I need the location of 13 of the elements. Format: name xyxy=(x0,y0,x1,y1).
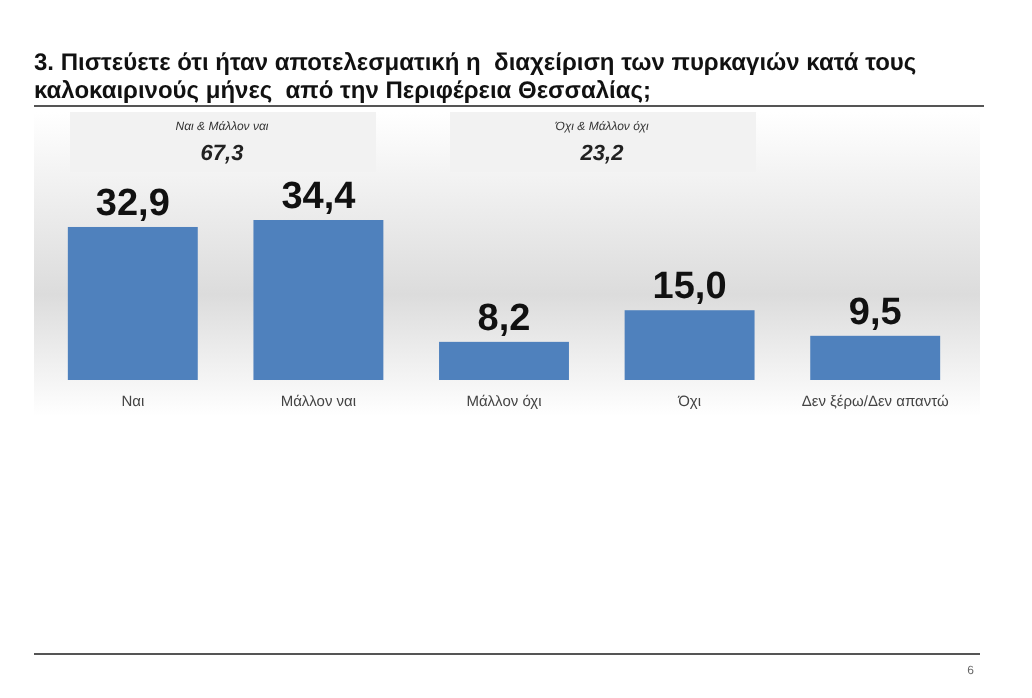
data-label: 15,0 xyxy=(652,266,727,309)
data-label: 32,9 xyxy=(95,182,170,225)
data-label: 9,5 xyxy=(848,291,903,334)
bar xyxy=(253,220,384,380)
bar xyxy=(439,341,569,380)
data-label: 8,2 xyxy=(477,297,531,340)
data-label: 34,4 xyxy=(281,176,357,218)
bar xyxy=(624,310,755,380)
text: 23,2 xyxy=(578,142,624,166)
chart-title: 3. Πιστεύετε ότι ήταν αποτελεσματική η διαχείριση των πυρκαγιών κατά τους καλοκαιρινούς μήνες από την Περιφέρεια Θεσσαλίας; xyxy=(34,48,917,104)
text: 67,3 xyxy=(200,142,244,166)
bar xyxy=(810,335,941,380)
bar xyxy=(67,226,198,380)
